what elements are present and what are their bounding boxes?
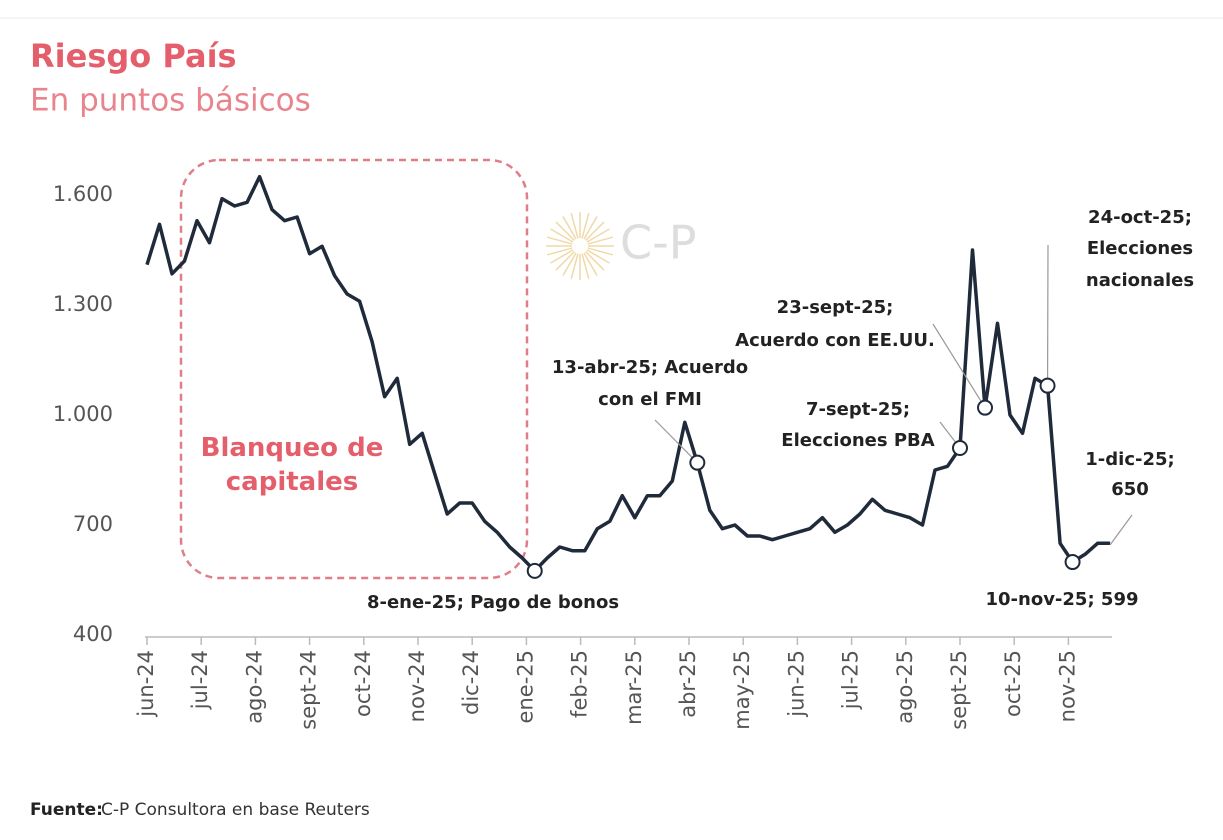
logo-ray: [555, 251, 575, 271]
logo-ray: [586, 228, 610, 243]
logo-ray: [581, 212, 590, 239]
y-tick-label: 400: [73, 622, 113, 646]
series-line: [145, 174, 1111, 573]
x-tick-label: jul-25: [839, 650, 863, 710]
logo-ray: [570, 212, 579, 239]
highlight-point: [977, 399, 994, 416]
annotation: 8-ene-25; Pago de bonos: [367, 592, 619, 613]
x-tick-label: oct-25: [1001, 650, 1025, 717]
highlight-point: [689, 454, 706, 471]
annotation: con el FMI: [598, 389, 702, 410]
x-tick-label: jul-24: [188, 650, 212, 710]
annotation: 7-sept-25;: [806, 399, 910, 420]
logo-ray: [585, 221, 605, 241]
logo-ray: [562, 216, 577, 240]
watermark: C-P: [620, 216, 696, 270]
annotation: 23-sept-25;: [777, 297, 894, 318]
logo-ray: [570, 253, 579, 280]
logo-ray: [587, 236, 614, 245]
logo: [546, 212, 614, 280]
logo-ray: [585, 251, 605, 271]
x-tick-label: oct-24: [351, 650, 375, 717]
annotation: Elecciones PBA: [781, 430, 934, 451]
x-tick-label: dic-24: [459, 650, 483, 715]
annotation: 650: [1111, 479, 1149, 500]
logo-ray: [550, 228, 574, 243]
annotation: Acuerdo con EE.UU.: [735, 330, 935, 351]
logo-ray: [581, 253, 590, 280]
highlight-label: Blanqueo de capitales: [201, 433, 384, 497]
highlight-point: [1039, 377, 1056, 394]
x-tick-label: ago-24: [242, 650, 266, 724]
x-tick-label: nov-25: [1055, 650, 1079, 722]
x-tick-label: sept-24: [297, 650, 321, 730]
x-tick-label: jun-25: [784, 650, 808, 718]
annotation: 13-abr-25; Acuerdo: [552, 357, 748, 378]
chart-title: Riesgo País: [30, 37, 237, 75]
highlight-point: [1064, 554, 1081, 571]
highlight-point: [952, 440, 968, 456]
leader-line: [1109, 514, 1133, 546]
logo-ray: [586, 249, 610, 264]
leader-line: [654, 419, 698, 464]
x-tick-label: abr-25: [676, 650, 700, 718]
logo-ray: [550, 249, 574, 264]
highlight-point: [526, 562, 543, 579]
chart-subtitle: En puntos básicos: [30, 83, 311, 119]
x-tick-label: nov-24: [405, 650, 429, 722]
y-tick-label: 700: [73, 512, 113, 536]
logo-ray: [562, 252, 577, 276]
leader-line: [932, 323, 986, 408]
source-label: Fuente:: [30, 800, 103, 820]
x-tick-label: mar-25: [622, 650, 646, 725]
annotation: 10-nov-25; 599: [986, 589, 1139, 610]
source: C-P Consultora en base Reuters: [101, 800, 370, 820]
logo-ray: [546, 247, 573, 256]
logo-ray: [555, 221, 575, 241]
annotation: Elecciones: [1087, 238, 1193, 259]
annotation: 1-dic-25;: [1085, 449, 1174, 470]
y-tick-label: 1.600: [53, 182, 113, 206]
x-tick-label: jun-24: [134, 650, 158, 718]
x-tick-label: may-25: [730, 650, 754, 730]
logo-ray: [583, 216, 598, 240]
y-tick-label: 1.300: [53, 292, 113, 316]
x-tick-label: feb-25: [568, 650, 592, 718]
logo-ray: [583, 252, 598, 276]
highlight-box: [179, 158, 529, 580]
annotation: 24-oct-25;: [1088, 207, 1192, 228]
x-tick-label: ago-25: [893, 650, 917, 724]
x-tick-label: sept-25: [947, 650, 971, 730]
x-tick-label: ene-25: [513, 650, 537, 723]
annotation: nacionales: [1086, 270, 1194, 291]
logo-ray: [587, 247, 614, 256]
logo-ray: [546, 236, 573, 245]
y-tick-label: 1.000: [53, 402, 113, 426]
